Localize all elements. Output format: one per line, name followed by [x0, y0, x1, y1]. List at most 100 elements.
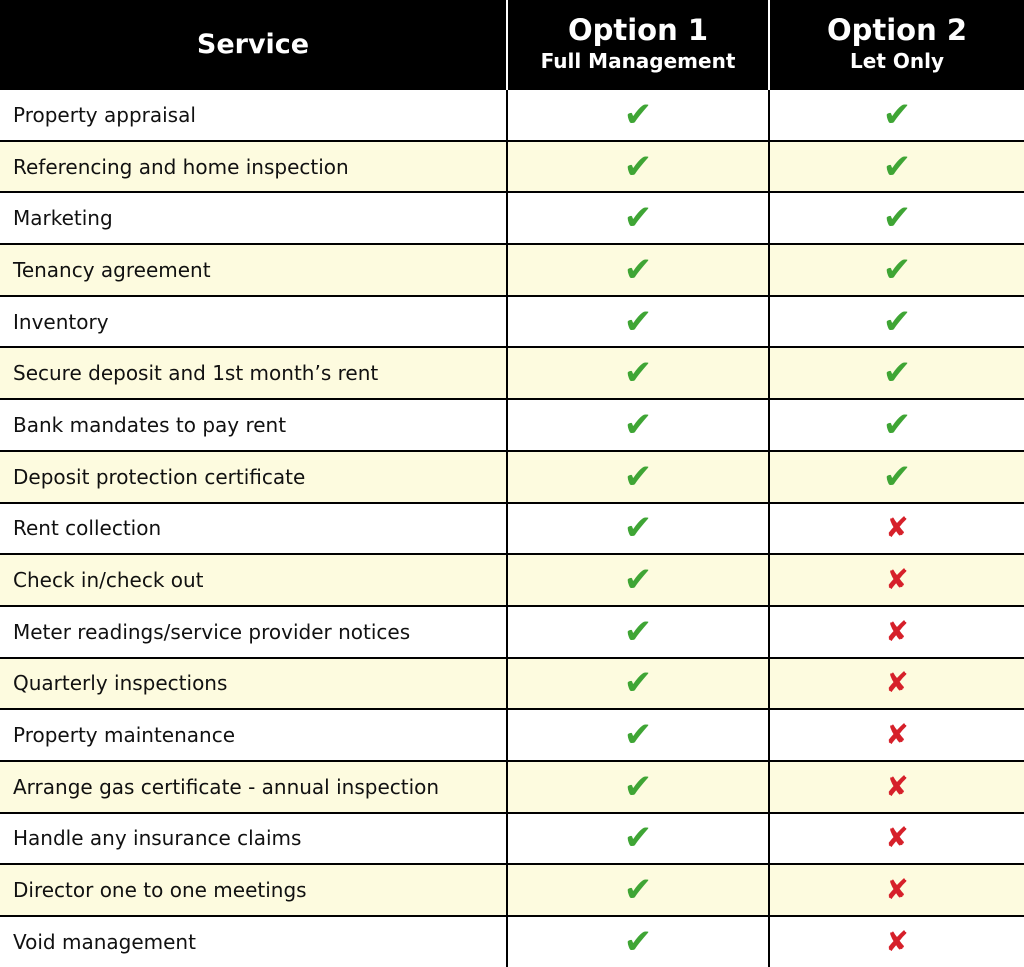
check-icon: ✔ — [623, 766, 653, 807]
check-icon: ✔ — [882, 404, 912, 445]
check-icon: ✔ — [623, 870, 653, 911]
option1-cell: ✔ — [507, 294, 770, 349]
table-body: Property appraisal ✔ ✔ Referencing and home… — [0, 88, 1024, 967]
table-row: Bank mandates to pay rent ✔ ✔ — [0, 398, 1024, 452]
check-icon: ✔ — [623, 404, 653, 445]
option1-cell: ✔ — [507, 604, 770, 659]
service-name-cell: Property appraisal — [0, 88, 508, 142]
table-row: Deposit protection certificate ✔ ✔ — [0, 449, 1024, 504]
service-column-header: Service — [0, 0, 507, 89]
check-icon: ✔ — [623, 198, 653, 239]
check-icon: ✔ — [882, 301, 912, 342]
check-icon: ✔ — [623, 921, 653, 962]
option2-cell: ✔ — [769, 88, 1024, 142]
option1-cell: ✔ — [507, 243, 770, 297]
service-name-cell: Deposit protection certificate — [0, 449, 508, 504]
table-header: Service Option 1 Full Management Option … — [0, 0, 1024, 89]
check-icon: ✔ — [882, 456, 912, 497]
cross-icon: ✘ — [885, 718, 909, 752]
option1-cell: ✔ — [507, 553, 770, 607]
service-name-cell: Marketing — [0, 191, 508, 246]
service-name-cell: Director one to one meetings — [0, 863, 508, 917]
service-name-cell: Property maintenance — [0, 708, 508, 762]
table-row: Secure deposit and 1st month’s rent ✔ ✔ — [0, 346, 1024, 401]
check-icon: ✔ — [623, 560, 653, 601]
option2-cell: ✔ — [769, 398, 1024, 452]
option1-cell: ✔ — [507, 656, 770, 711]
check-icon: ✔ — [623, 818, 653, 859]
option2-cell: ✔ — [769, 191, 1024, 246]
option1-column-header: Option 1 Full Management — [506, 0, 769, 89]
table-row: Rent collection ✔ ✘ — [0, 501, 1024, 556]
check-icon: ✔ — [882, 353, 912, 394]
check-icon: ✔ — [623, 715, 653, 756]
table-row: Check in/check out ✔ ✘ — [0, 553, 1024, 607]
check-icon: ✔ — [623, 301, 653, 342]
table-row: Inventory ✔ ✔ — [0, 294, 1024, 349]
option1-cell: ✔ — [507, 863, 770, 917]
table-row: Referencing and home inspection ✔ ✔ — [0, 139, 1024, 194]
service-name-cell: Quarterly inspections — [0, 656, 508, 711]
option2-cell: ✔ — [769, 346, 1024, 401]
check-icon: ✔ — [623, 94, 653, 135]
table-row: Property maintenance ✔ ✘ — [0, 708, 1024, 762]
cross-icon: ✘ — [885, 666, 909, 700]
service-name-cell: Tenancy agreement — [0, 243, 508, 297]
option1-cell: ✔ — [507, 88, 770, 142]
check-icon: ✔ — [882, 198, 912, 239]
service-name-cell: Arrange gas certificate - annual inspect… — [0, 759, 508, 814]
option2-cell: ✘ — [769, 863, 1024, 917]
option2-cell: ✔ — [769, 139, 1024, 194]
table-row: Director one to one meetings ✔ ✘ — [0, 863, 1024, 917]
option2-cell: ✘ — [769, 553, 1024, 607]
cross-icon: ✘ — [885, 873, 909, 907]
check-icon: ✔ — [882, 249, 912, 290]
service-name-cell: Bank mandates to pay rent — [0, 398, 508, 452]
cross-icon: ✘ — [885, 769, 909, 803]
option1-cell: ✔ — [507, 398, 770, 452]
option1-cell: ✔ — [507, 346, 770, 401]
table-row: Marketing ✔ ✔ — [0, 191, 1024, 246]
option1-cell: ✔ — [507, 191, 770, 246]
cross-icon: ✘ — [885, 924, 909, 958]
option2-cell: ✘ — [769, 604, 1024, 659]
check-icon: ✔ — [623, 146, 653, 187]
option2-cell: ✔ — [769, 294, 1024, 349]
option2-cell: ✘ — [769, 501, 1024, 556]
check-icon: ✔ — [623, 508, 653, 549]
option2-subtitle: Let Only — [850, 49, 944, 73]
option1-cell: ✔ — [507, 811, 770, 866]
option2-cell: ✘ — [769, 915, 1024, 967]
option1-cell: ✔ — [507, 449, 770, 504]
check-icon: ✔ — [623, 456, 653, 497]
cross-icon: ✘ — [885, 563, 909, 597]
check-icon: ✔ — [882, 94, 912, 135]
table-row: Tenancy agreement ✔ ✔ — [0, 243, 1024, 297]
option2-cell: ✔ — [769, 449, 1024, 504]
option1-cell: ✔ — [507, 139, 770, 194]
option2-cell: ✘ — [769, 759, 1024, 814]
option2-cell: ✘ — [769, 656, 1024, 711]
table-row: Quarterly inspections ✔ ✘ — [0, 656, 1024, 711]
service-name-cell: Secure deposit and 1st month’s rent — [0, 346, 508, 401]
option2-cell: ✔ — [769, 243, 1024, 297]
service-name-cell: Meter readings/service provider notices — [0, 604, 508, 659]
option2-cell: ✘ — [769, 708, 1024, 762]
option2-column-header: Option 2 Let Only — [768, 0, 1024, 89]
check-icon: ✔ — [882, 146, 912, 187]
service-name-cell: Handle any insurance claims — [0, 811, 508, 866]
service-name-cell: Referencing and home inspection — [0, 139, 508, 194]
option2-title: Option 2 — [826, 13, 968, 47]
table-row: Handle any insurance claims ✔ ✘ — [0, 811, 1024, 866]
check-icon: ✔ — [623, 249, 653, 290]
option1-cell: ✔ — [507, 915, 770, 967]
service-name-cell: Rent collection — [0, 501, 508, 556]
check-icon: ✔ — [623, 611, 653, 652]
table-row: Arrange gas certificate - annual inspect… — [0, 759, 1024, 814]
service-name-cell: Check in/check out — [0, 553, 508, 607]
check-icon: ✔ — [623, 353, 653, 394]
cross-icon: ✘ — [885, 821, 909, 855]
option2-cell: ✘ — [769, 811, 1024, 866]
table-row: Property appraisal ✔ ✔ — [0, 88, 1024, 142]
